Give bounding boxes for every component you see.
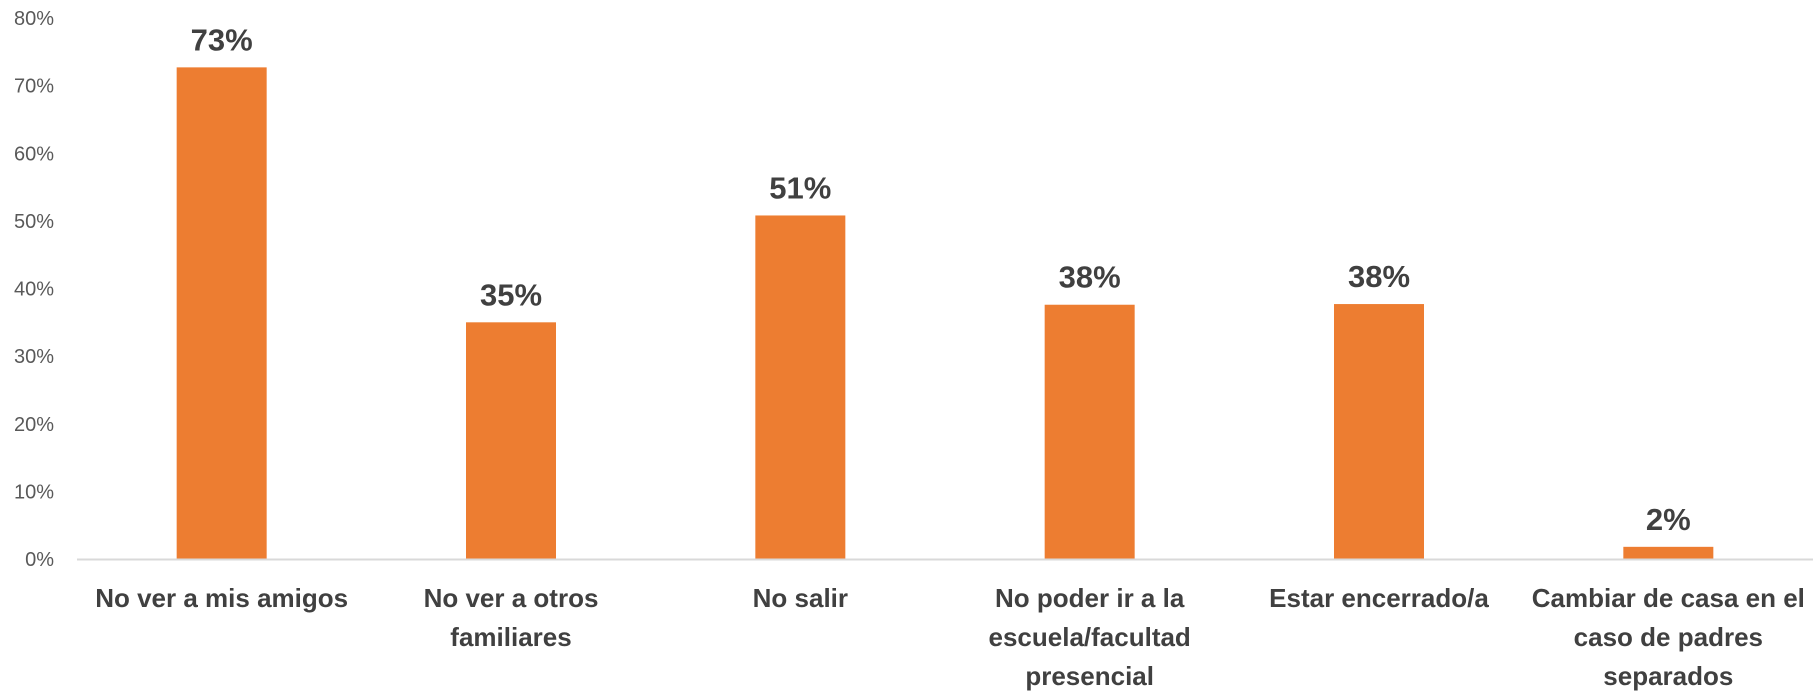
data-label: 51%	[769, 170, 831, 205]
y-tick-label: 40%	[14, 279, 54, 301]
data-label: 2%	[1646, 502, 1691, 537]
category-label-line: caso de padres	[1574, 622, 1763, 652]
category-label: No poder ir a la escuela/facultad presenci…	[989, 583, 1191, 691]
y-tick-label: 0%	[25, 549, 54, 571]
category-label-line: presencial	[1025, 661, 1154, 691]
data-labels: 73% 35% 51% 38% 38% 2%	[191, 22, 1691, 536]
bar	[176, 67, 267, 560]
bar	[466, 322, 556, 559]
category-label-line: Cambiar de casa en el	[1532, 583, 1805, 613]
category-label-line: familiares	[450, 622, 571, 652]
category-label: No salir	[753, 583, 848, 613]
y-tick-label: 10%	[14, 481, 54, 503]
y-axis-ticks: 0% 10% 20% 30% 40% 50% 60% 70% 80%	[14, 8, 54, 571]
category-label-line: separados	[1603, 661, 1733, 691]
category-label: Cambiar de casa en el caso de padres separ…	[1532, 583, 1805, 691]
y-tick-label: 60%	[14, 143, 54, 165]
y-tick-label: 80%	[14, 8, 54, 30]
y-tick-label: 20%	[14, 414, 54, 436]
category-label: No ver a mis amigos	[95, 583, 348, 613]
y-tick-label: 30%	[14, 346, 54, 368]
y-tick-label: 50%	[14, 211, 54, 233]
category-label-line: No poder ir a la	[995, 583, 1185, 613]
bar	[1623, 546, 1714, 559]
x-axis-labels: No ver a mis amigos No ver a otros familia…	[95, 583, 1805, 691]
category-label: Estar encerrado/a	[1269, 583, 1489, 613]
data-label: 73%	[191, 22, 253, 57]
data-label: 35%	[480, 277, 542, 312]
category-label-line: No ver a otros	[424, 583, 599, 613]
bar	[1044, 304, 1135, 559]
data-label: 38%	[1348, 259, 1410, 294]
category-label-line: No salir	[753, 583, 848, 613]
bar	[755, 215, 846, 559]
data-label: 38%	[1059, 260, 1121, 295]
bars	[176, 67, 1714, 560]
y-tick-label: 70%	[14, 76, 54, 98]
category-label-line: escuela/facultad	[989, 622, 1191, 652]
bar	[1334, 304, 1424, 559]
category-label-line: Estar encerrado/a	[1269, 583, 1489, 613]
category-label-line: No ver a mis amigos	[95, 583, 348, 613]
category-label: No ver a otros familiares	[424, 583, 599, 652]
